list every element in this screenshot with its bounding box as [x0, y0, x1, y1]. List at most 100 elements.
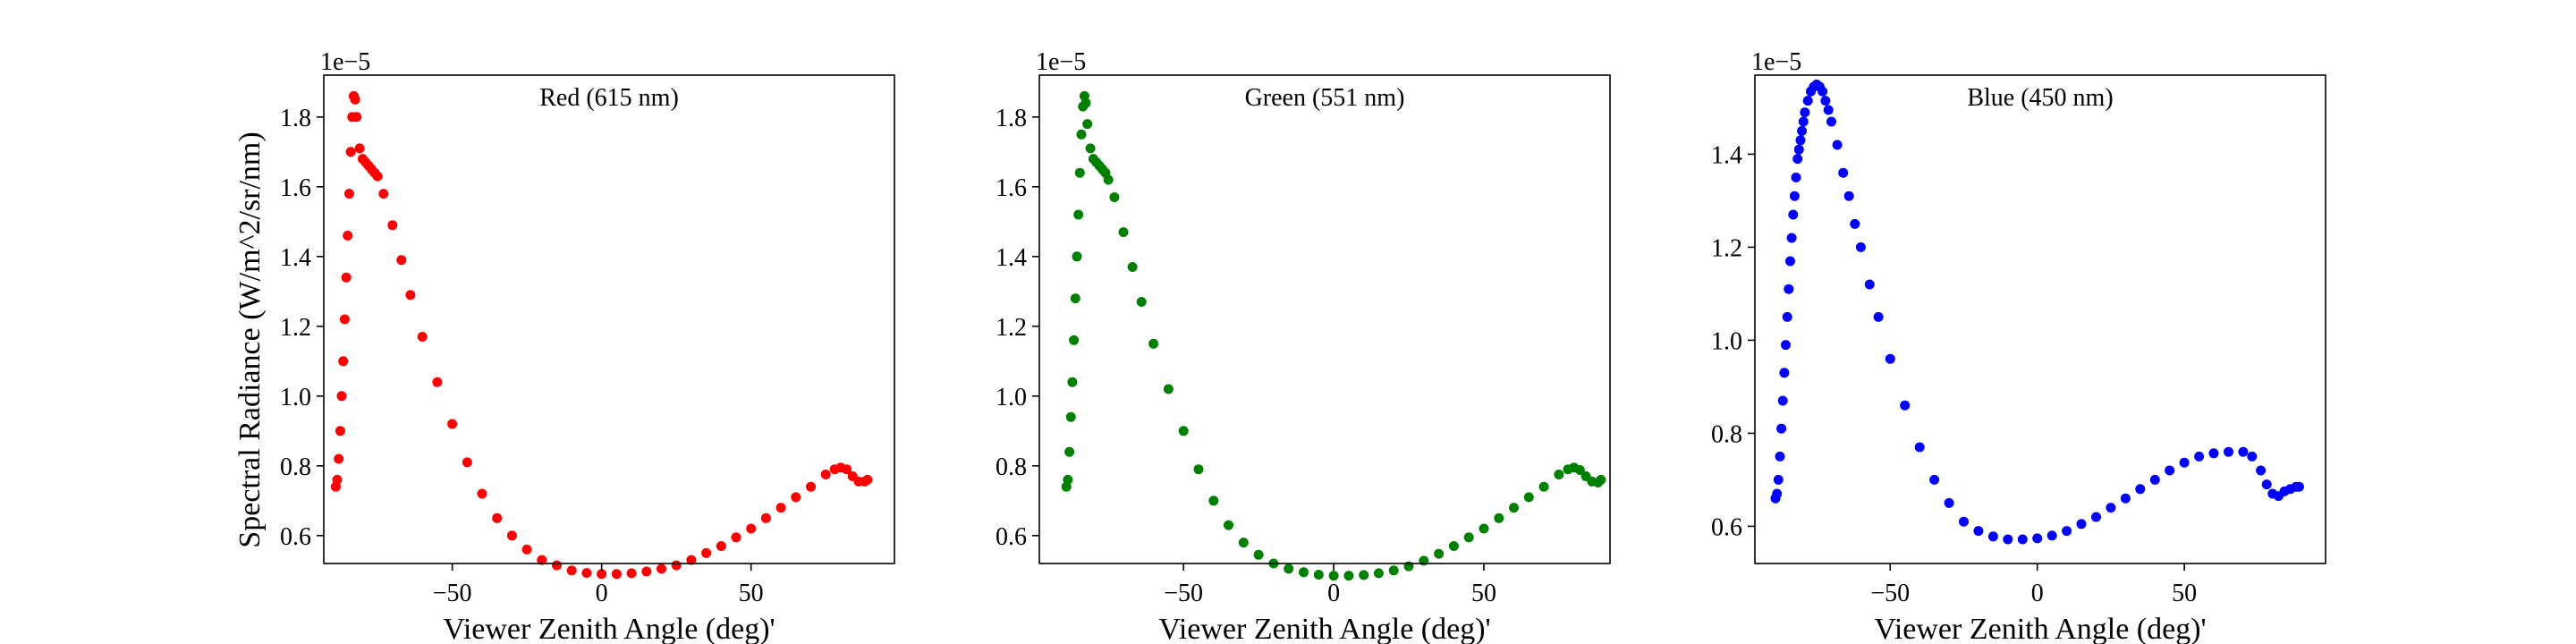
data-point: [2120, 493, 2131, 504]
data-point: [1070, 293, 1080, 304]
data-point: [378, 189, 389, 199]
y-tick-label: 1.8: [996, 105, 1027, 132]
data-point: [1773, 474, 1784, 485]
data-point: [1826, 116, 1836, 127]
plot-frame: [1038, 74, 1611, 564]
data-point: [1074, 167, 1085, 178]
x-axis-label: Viewer Zenith Angle (deg)': [443, 613, 775, 644]
y-tick-label: 0.6: [280, 523, 311, 551]
data-point: [626, 568, 637, 579]
data-point: [2293, 481, 2304, 492]
data-point: [2261, 479, 2272, 490]
data-point: [1574, 465, 1585, 475]
data-point: [1818, 86, 1828, 97]
y-tick-label: 0.8: [996, 453, 1027, 481]
data-point: [1864, 279, 1875, 290]
data-point: [1554, 470, 1564, 479]
data-point: [2032, 533, 2043, 544]
data-point: [597, 569, 607, 580]
data-point: [552, 560, 562, 571]
y-tick-label: 1.0: [280, 384, 311, 411]
data-point: [1388, 565, 1399, 576]
data-point: [1072, 251, 1082, 262]
data-point: [641, 566, 652, 577]
data-point: [820, 470, 831, 479]
data-point: [611, 569, 622, 580]
data-point: [2135, 484, 2146, 495]
x-tick-label: 0: [1327, 580, 1340, 607]
data-point: [405, 290, 416, 301]
data-point: [1163, 384, 1174, 394]
data-point: [1929, 474, 1940, 485]
x-tick-label: 0: [596, 580, 608, 607]
data-point: [2165, 465, 2175, 476]
data-point: [2247, 451, 2258, 462]
data-point: [1987, 531, 1998, 542]
data-point: [2149, 474, 2160, 485]
data-point: [581, 568, 592, 578]
data-point: [332, 474, 343, 485]
y-scale-note: 1e−5: [1751, 48, 1801, 76]
data-point: [791, 492, 801, 503]
data-point: [1775, 451, 1785, 462]
data-point: [1127, 262, 1138, 272]
data-point: [1798, 116, 1809, 127]
data-point: [1253, 549, 1264, 560]
data-point: [2106, 503, 2116, 513]
data-point: [343, 189, 354, 199]
data-point: [1076, 129, 1087, 140]
data-point: [1855, 242, 1866, 252]
data-point: [1793, 144, 1804, 155]
data-point: [1082, 119, 1093, 130]
data-point: [566, 565, 577, 576]
data-point: [1136, 297, 1147, 307]
data-point: [842, 464, 852, 475]
data-point: [1509, 503, 1519, 513]
data-point: [1843, 191, 1854, 201]
data-point: [1838, 167, 1849, 178]
data-point: [338, 356, 349, 367]
y-tick-label: 1.2: [280, 314, 311, 342]
data-point: [1284, 564, 1294, 574]
data-point: [1786, 233, 1797, 243]
data-point: [1148, 338, 1159, 349]
chart-panel-1: −50 0 50 0.6 0.8 1.0 1.2 1.4 1.6 1.8 1e−5 Red (615 …: [280, 48, 895, 644]
data-point: [343, 230, 353, 241]
data-point: [1900, 400, 1911, 411]
data-point: [1178, 426, 1189, 436]
data-point: [1777, 395, 1788, 406]
data-point: [1359, 570, 1369, 580]
data-point: [1434, 548, 1445, 559]
data-point: [2017, 534, 2028, 545]
data-point: [1820, 96, 1831, 106]
data-point: [1781, 340, 1791, 351]
x-tick-label: −50: [1870, 580, 1910, 607]
panel-title: Green (551 nm): [1245, 84, 1405, 112]
y-tick-label: 1.0: [996, 384, 1027, 411]
y-tick-label: 1.2: [996, 314, 1027, 342]
data-point: [1328, 571, 1339, 581]
data-point: [2179, 457, 2190, 468]
data-point: [387, 220, 398, 231]
data-point: [731, 532, 741, 543]
data-point: [2062, 526, 2072, 537]
data-point: [1313, 570, 1324, 580]
data-point: [2224, 446, 2233, 457]
data-point: [1823, 105, 1834, 115]
data-point: [657, 564, 666, 574]
data-point: [806, 481, 816, 492]
data-point: [1800, 107, 1810, 118]
x-tick-label: −50: [1164, 580, 1203, 607]
data-point: [1914, 442, 1925, 453]
data-point: [417, 332, 428, 342]
data-point: [339, 314, 350, 325]
data-point: [492, 513, 503, 523]
data-point: [1067, 377, 1078, 387]
data-point: [432, 377, 443, 387]
x-tick-label: 0: [2031, 580, 2044, 607]
data-point: [1069, 335, 1080, 345]
y-tick-label: 1.0: [1711, 327, 1742, 355]
data-point: [350, 94, 360, 105]
data-point: [671, 560, 682, 571]
